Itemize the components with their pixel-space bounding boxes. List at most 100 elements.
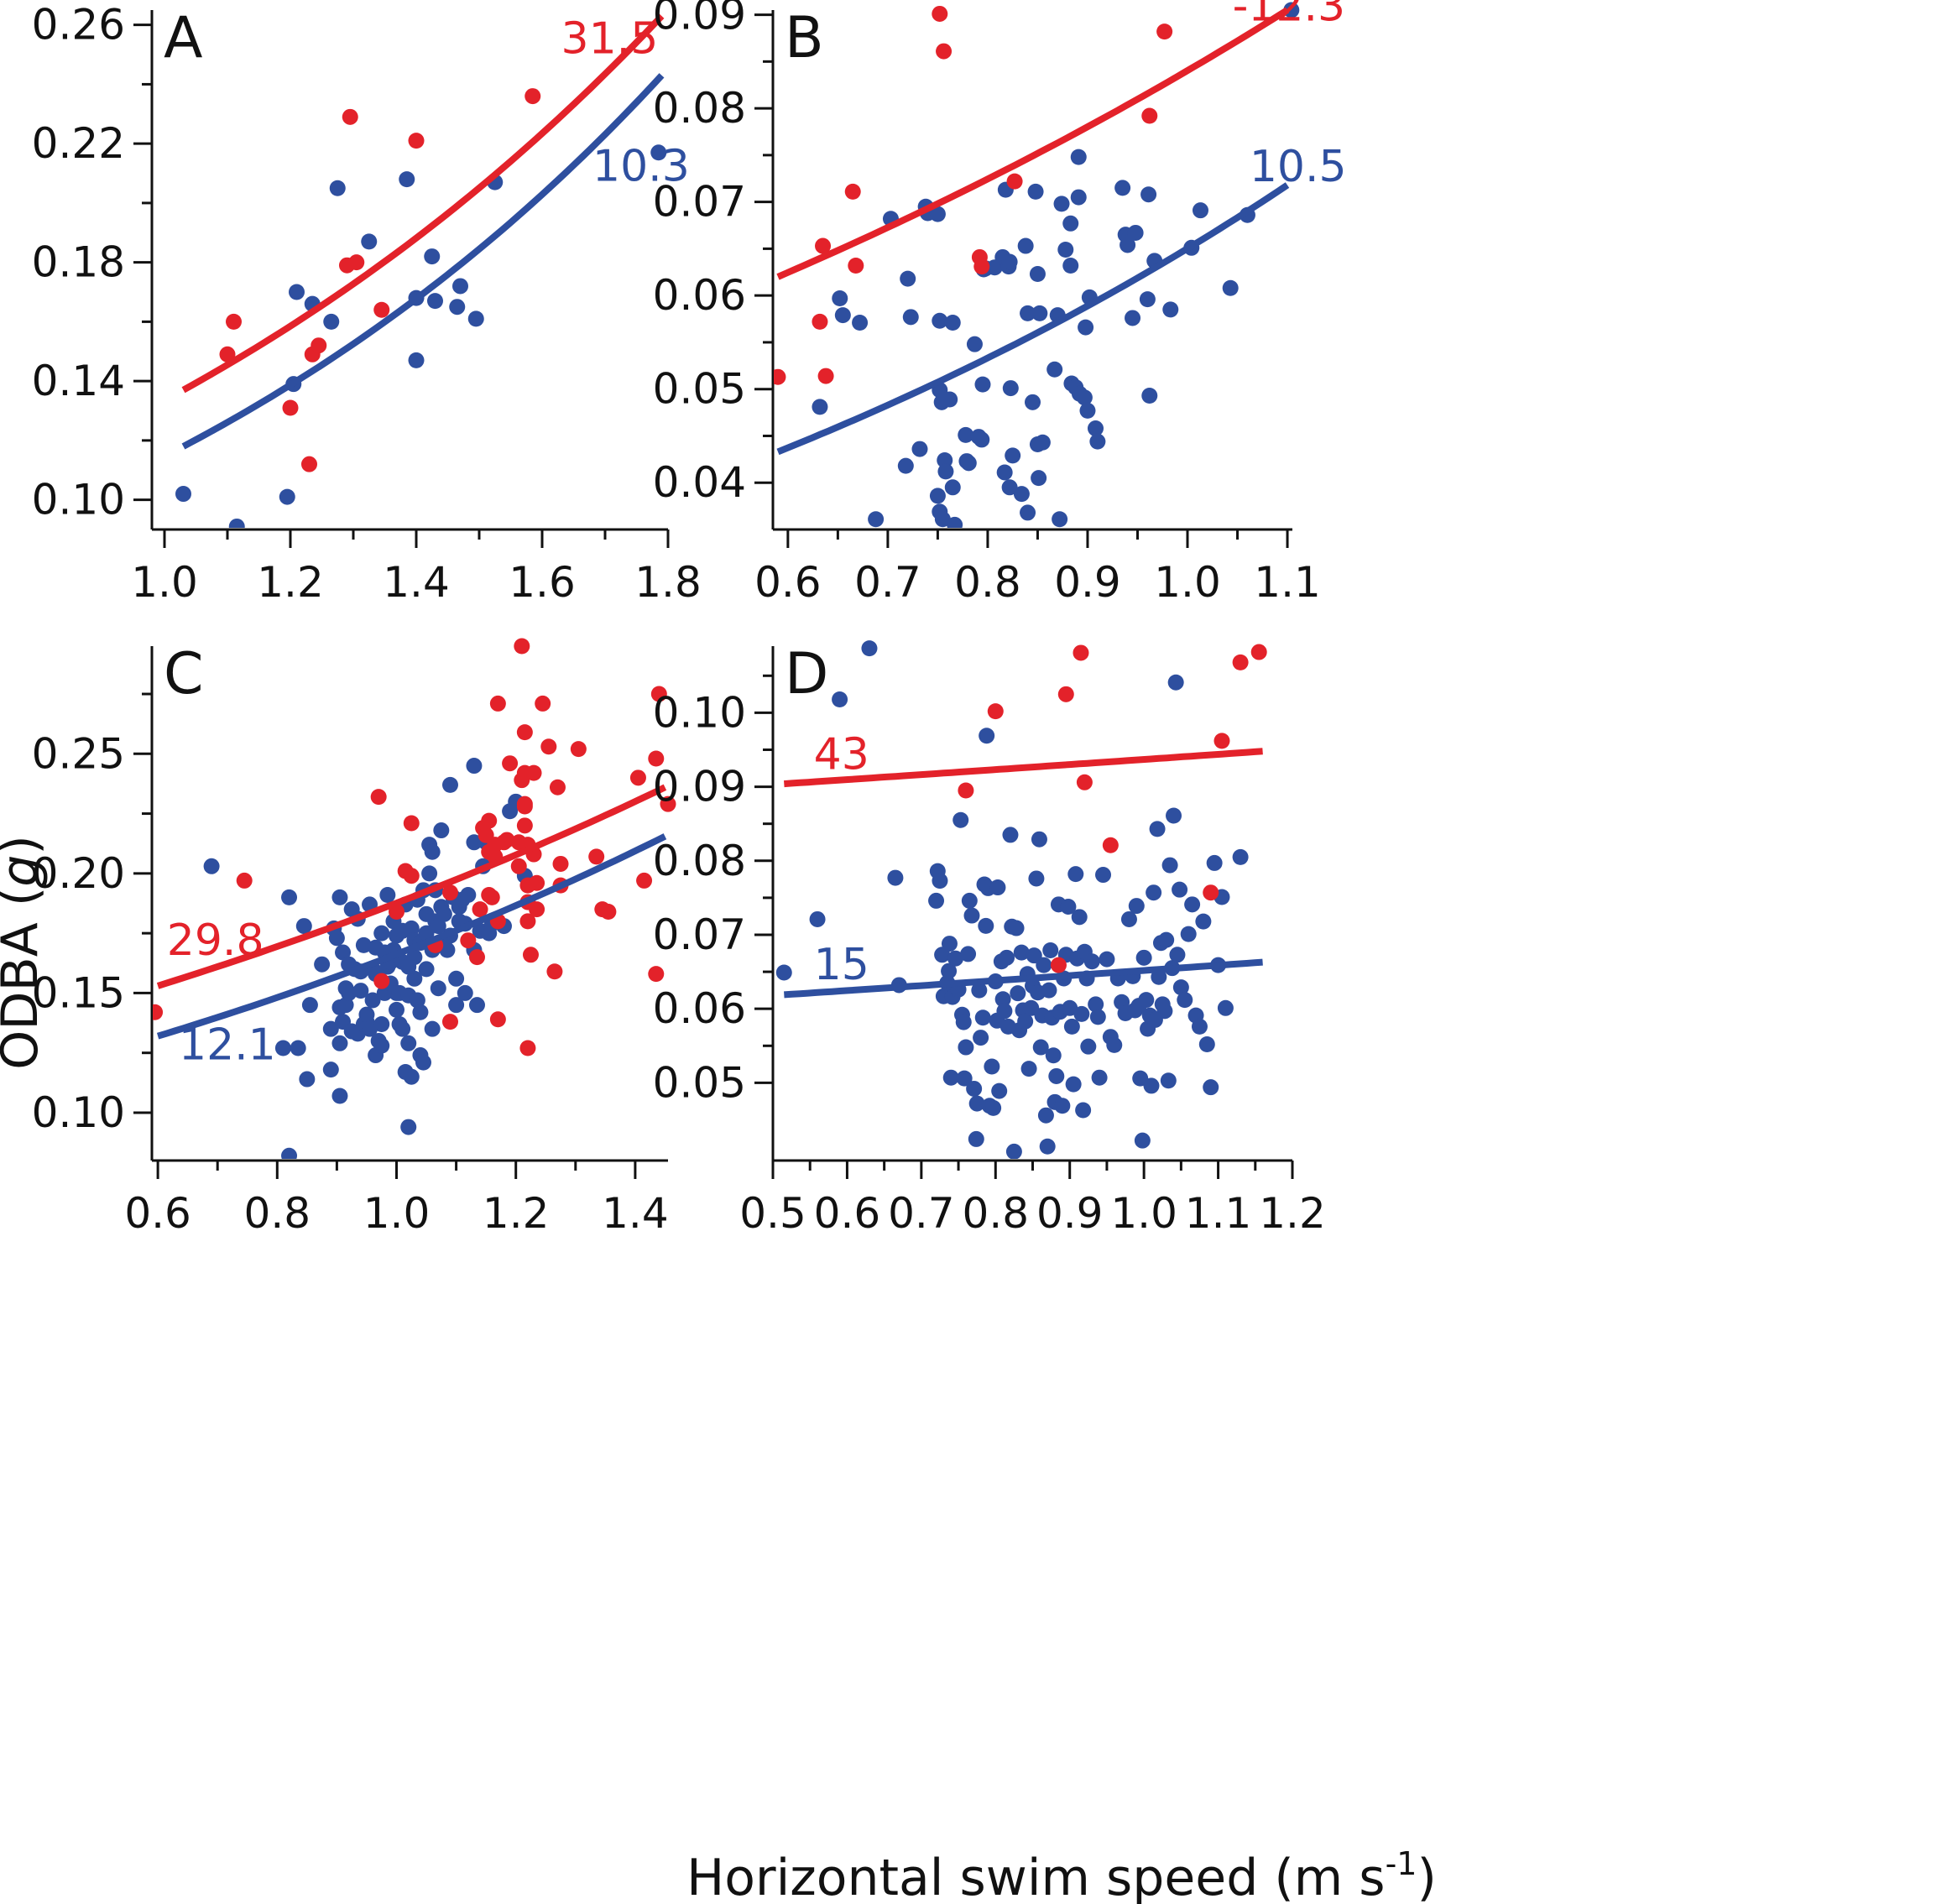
panels: 1.0 1.2 1.4 1.6 1.8 0.10 0.14 0.18 0.22 0.26 A 31.5… <box>32 0 1347 1238</box>
panel-b-red-point <box>815 237 832 254</box>
panel-b-x-tick-label: 0.8 <box>954 558 1021 607</box>
panel-d-blue-point <box>941 936 958 952</box>
panel-d-blue-point <box>979 728 995 744</box>
panel-d-blue-point <box>1054 1098 1071 1114</box>
panel-d-red-point <box>1102 837 1119 853</box>
panel-b-blue-point <box>937 463 954 480</box>
panel-c-blue-point <box>412 1004 429 1020</box>
panel-c-blue-point <box>364 992 381 1009</box>
panel-d-red-point <box>1050 957 1067 973</box>
panel-b-blue-point <box>1140 186 1157 203</box>
panel-d-blue-point <box>1032 1039 1049 1056</box>
panel-d-blue-point <box>1088 996 1104 1013</box>
panel-c-blue-point <box>274 1040 291 1056</box>
panel-a-y-tick-label: 0.22 <box>32 119 125 168</box>
panel-c-blue-point <box>400 1035 417 1051</box>
panel-a-red-fit-label: 31.5 <box>561 13 659 64</box>
panel-c-red-point <box>370 789 387 806</box>
panel-c-blue-point <box>389 1001 405 1018</box>
panel-b-blue-point <box>852 315 869 331</box>
panel-a-blue-point <box>289 284 305 300</box>
panel-d-blue-point <box>1099 951 1115 968</box>
panel-c-blue-point <box>322 1062 339 1078</box>
panel-b-red-point <box>812 313 828 330</box>
panel-b-blue-point <box>1125 310 1141 326</box>
panel-b-blue-point <box>897 457 914 474</box>
panel-c-blue-point <box>430 980 446 997</box>
panel-b-blue-point <box>1087 420 1104 437</box>
panel-d-blue-point <box>974 1009 991 1026</box>
panel-d-blue-point <box>1031 831 1047 848</box>
panel-d-blue-point <box>985 1099 1002 1116</box>
panel-d-blue-point <box>956 1070 973 1087</box>
panel-d-red-point <box>1250 644 1267 660</box>
panel-c-red-point <box>403 868 420 884</box>
panel-b-blue-point <box>932 312 948 329</box>
panel-c-blue-point <box>355 936 372 953</box>
panel-b-blue-point <box>1046 361 1063 378</box>
panel-c-blue-point <box>322 1020 339 1037</box>
panel-c-blue-point <box>337 997 354 1014</box>
panel-b-blue-point <box>1034 434 1051 451</box>
panel-b-blue-point <box>1127 224 1144 241</box>
panel-c-red-fit-label: 29.8 <box>167 915 264 966</box>
panel-c-blue-point <box>421 865 438 882</box>
panel-b-blue-point <box>900 270 916 287</box>
panel-b-blue-point <box>1076 389 1093 406</box>
panel-b-blue-point <box>1062 215 1079 232</box>
panel-c-blue-point <box>281 889 298 905</box>
panel-b-blue-point <box>1031 305 1048 321</box>
panel-c-red-point <box>441 884 458 901</box>
panel-c-blue-point <box>373 925 390 942</box>
panel-c-blue-point <box>379 887 396 904</box>
panel-b: 0.6 0.7 0.8 0.9 1.0 1.1 0.04 0.05 0.06 0.07 0.08 0.… <box>653 0 1347 607</box>
panel-b-red-point <box>844 183 861 200</box>
panel-b-blue-point <box>929 206 946 222</box>
panel-c-red-point <box>514 638 530 655</box>
panel-d-blue-point <box>1156 1003 1173 1020</box>
panel-a-red-point <box>301 456 317 472</box>
panel-d-blue-point <box>1005 1143 1022 1159</box>
panel-d-blue-point <box>1042 942 1059 959</box>
panel-c-red-point <box>481 812 498 829</box>
panel-d-blue-point <box>1065 1076 1082 1093</box>
panel-b-y-tick-label: 0.09 <box>653 0 746 39</box>
panel-c-red-point <box>441 1014 458 1030</box>
panel-b-blue-point <box>868 511 885 528</box>
panel-a-red-point <box>408 133 425 149</box>
panel-d-blue-point <box>861 640 878 657</box>
panel-b-blue-point <box>944 479 961 496</box>
panel-b-blue-point <box>1192 202 1208 219</box>
panel-a-blue-point <box>361 233 378 250</box>
panel-d-blue-point <box>1017 1013 1034 1030</box>
panel-b-red-point <box>936 43 953 60</box>
panel-a-blue-point <box>228 518 245 528</box>
panel-d-x-tick-label: 0.7 <box>888 1189 955 1238</box>
panel-c-blue-point <box>424 1020 441 1037</box>
panel-d-x-tick-label: 0.5 <box>739 1189 806 1238</box>
panel-c-y-tick-label: 0.20 <box>32 849 125 898</box>
panel-d-x-tick-label: 1.0 <box>1110 1189 1177 1238</box>
panel-d-blue-point <box>1191 1018 1208 1035</box>
panel-d-blue-point <box>1134 1132 1151 1149</box>
panel-d-red-point <box>1057 686 1074 702</box>
panel-d-blue-point <box>1039 1138 1056 1155</box>
panel-d-blue-point <box>1167 674 1184 691</box>
panel-c-y-tick-label: 0.10 <box>32 1088 125 1137</box>
panel-d-blue-point <box>1075 1102 1092 1119</box>
panel-c-red-point <box>472 901 488 918</box>
panel-d-x-tick-label: 0.9 <box>1036 1189 1104 1238</box>
panel-c-red-point <box>516 817 533 834</box>
panel-b-blue-fit-label: 10.5 <box>1250 142 1347 192</box>
panel-a-red-point <box>282 399 299 416</box>
panel-c-red-point <box>468 949 485 966</box>
panel-c-red-point <box>403 815 420 832</box>
panel-d-blue-fit-line <box>784 958 1263 999</box>
panel-d-blue-point <box>1158 931 1175 948</box>
panel-b-blue-point <box>1020 305 1036 321</box>
panel-a-blue-point <box>329 180 346 196</box>
panel-c-red-point <box>502 755 519 772</box>
panel-d-blue-point <box>1048 1067 1065 1084</box>
panel-b-y-tick-label: 0.08 <box>653 84 746 133</box>
panel-b-blue-point <box>947 516 963 528</box>
